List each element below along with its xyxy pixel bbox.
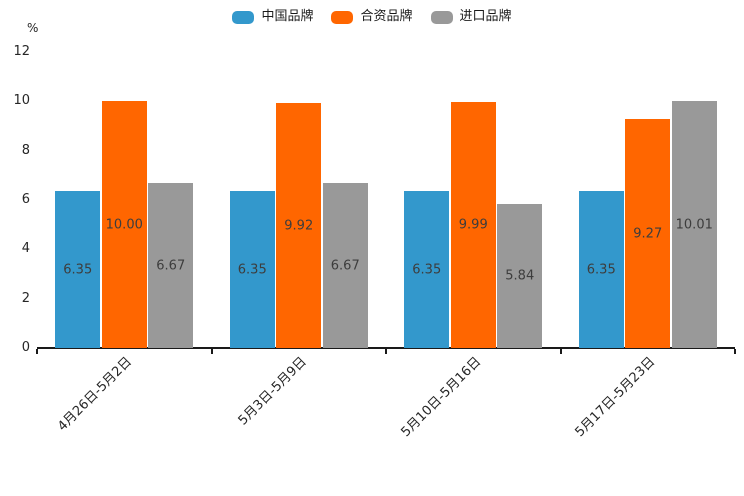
bar-value-label: 6.35 <box>586 262 616 278</box>
y-axis-tick-label: 4 <box>21 241 30 257</box>
bar-series-0-group-3 <box>578 191 624 348</box>
x-axis-category-label: 4月26日-5月2日 <box>55 354 136 435</box>
y-axis-tick-label: 8 <box>21 142 30 158</box>
x-axis-tick <box>385 349 387 354</box>
bar-value-label: 5.84 <box>505 268 535 284</box>
y-axis-tick-label: 2 <box>21 290 30 306</box>
legend-swatch <box>430 10 453 24</box>
bar-series-0-group-0 <box>55 191 101 348</box>
x-axis-category-label: 5月10日-5月16日 <box>398 354 485 441</box>
legend-item-1: 合资品牌 <box>331 9 413 25</box>
bar-value-label: 6.35 <box>412 262 442 278</box>
bar-series-2-group-3 <box>671 101 717 348</box>
bar-value-label: 9.92 <box>284 218 314 234</box>
legend-swatch <box>331 10 354 24</box>
bar-value-label: 10.01 <box>675 217 713 233</box>
legend-label: 进口品牌 <box>459 9 512 24</box>
bar-value-label: 6.35 <box>237 262 267 278</box>
legend-label: 合资品牌 <box>360 9 413 24</box>
bar-series-2-group-1 <box>322 183 368 348</box>
bar-value-label: 6.35 <box>63 262 93 278</box>
bar-series-0-group-2 <box>404 191 450 348</box>
bar-value-label: 6.67 <box>156 258 186 274</box>
bar-series-0-group-1 <box>229 191 275 348</box>
x-axis-tick <box>210 349 213 354</box>
bar-value-label: 9.99 <box>458 217 488 233</box>
legend-item-2: 进口品牌 <box>430 9 512 25</box>
bar-series-1-group-3 <box>625 119 671 348</box>
bar-series-1-group-2 <box>450 101 496 348</box>
x-axis-category-label: 5月17日-5月23日 <box>572 354 659 441</box>
y-axis-tick-label: 6 <box>21 192 30 207</box>
x-axis-category-label: 5月3日-5月9日 <box>235 354 310 429</box>
chart-legend: 中国品牌 合资品牌 进口品牌 <box>0 9 744 25</box>
bar-value-label: 6.67 <box>330 258 360 274</box>
bar-series-1-group-1 <box>276 103 322 348</box>
y-axis-unit-label: % <box>27 21 39 35</box>
legend-label: 中国品牌 <box>261 9 314 24</box>
y-axis-tick-label: 12 <box>13 44 30 59</box>
bar-series-1-group-0 <box>101 101 147 348</box>
bar-series-2-group-2 <box>497 203 543 348</box>
legend-item-0: 中国品牌 <box>232 9 313 25</box>
bar-value-label: 10.00 <box>105 217 143 233</box>
x-axis-tick <box>559 349 562 354</box>
x-axis-tick <box>36 349 38 354</box>
bar-value-label: 9.27 <box>633 226 663 242</box>
y-axis-tick-label: 10 <box>13 93 30 109</box>
x-axis-line <box>37 347 735 349</box>
x-axis-tick <box>734 349 736 354</box>
y-axis-tick-label: 0 <box>21 340 30 355</box>
legend-swatch <box>232 10 255 24</box>
bar-series-2-group-0 <box>148 183 194 348</box>
